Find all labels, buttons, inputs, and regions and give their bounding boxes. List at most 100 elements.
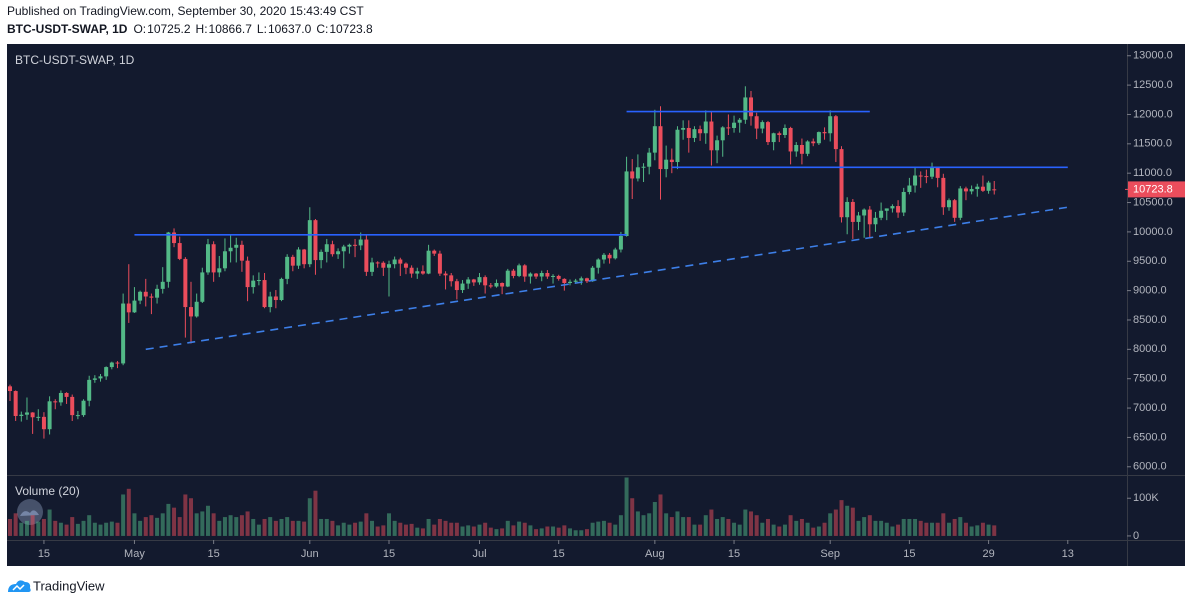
volume-bar (285, 517, 290, 536)
candle-body (635, 167, 640, 179)
x-tick-label: Aug (645, 548, 665, 560)
candle-body (177, 243, 182, 259)
candle-body (534, 273, 539, 277)
candle-body (115, 362, 120, 364)
candle-body (664, 159, 669, 170)
candle-body (454, 281, 459, 291)
volume-bar (890, 526, 895, 536)
y-tick-label: 11000.0 (1133, 167, 1172, 179)
candle-body (92, 378, 97, 380)
volume-bar (115, 522, 120, 536)
volume-bar (698, 524, 703, 536)
volume-bar (867, 515, 872, 536)
candle-body (624, 171, 629, 237)
candle-body (172, 232, 177, 244)
volume-bar (420, 528, 425, 536)
volume-bar (992, 525, 997, 536)
volume-bar (87, 515, 92, 536)
volume-bar (409, 523, 414, 536)
volume-bar (239, 515, 244, 536)
volume-bar (913, 518, 918, 536)
y-tick-label: 11500.0 (1133, 138, 1172, 150)
volume-bar (58, 522, 63, 536)
volume-bar (217, 520, 222, 536)
volume-bar (313, 490, 318, 536)
candle-body (13, 391, 18, 416)
candle-body (330, 244, 335, 255)
x-tick-label: 15 (728, 548, 740, 560)
volume-bar (24, 520, 29, 536)
volume-bar (443, 520, 448, 536)
candle-body (415, 271, 420, 274)
candle-body (353, 244, 358, 246)
candle-body (811, 141, 816, 144)
candle-body (370, 262, 375, 272)
volume-bar (53, 520, 58, 536)
candle-body (692, 129, 697, 138)
volume-bar (166, 503, 171, 536)
candle-body (392, 259, 397, 265)
x-tick-label: 15 (383, 548, 395, 560)
candle-body (409, 267, 414, 274)
candle-body (460, 283, 465, 291)
volume-bar (675, 511, 680, 536)
candle-body (828, 116, 833, 134)
candle-body (822, 132, 827, 134)
volume-bar (901, 518, 906, 536)
candle-body (896, 206, 901, 213)
volume-bar (732, 522, 737, 536)
candle-body (686, 127, 691, 138)
candle-body (601, 254, 606, 260)
y-tick-label: 13000.0 (1133, 50, 1173, 62)
volume-bar (794, 520, 799, 536)
volume-bar (873, 520, 878, 536)
volume-bar (205, 505, 210, 536)
x-tick-label: 29 (982, 548, 994, 560)
drawing-line (145, 206, 1068, 351)
volume-bar (596, 521, 601, 536)
candle-body (386, 264, 391, 268)
candle-body (505, 270, 510, 287)
candle-body (992, 189, 997, 191)
volume-bar (811, 527, 816, 536)
volume-bar (370, 520, 375, 536)
volume-bar (98, 524, 103, 536)
candle-body (845, 201, 850, 218)
candle-body (946, 200, 951, 208)
volume-bar (222, 517, 227, 536)
volume-bar (375, 526, 380, 536)
volume-bar (149, 515, 154, 536)
candle-body (715, 140, 720, 151)
volume-bar (562, 525, 567, 536)
volume-bar (398, 522, 403, 536)
candle-body (517, 265, 522, 276)
volume-bar (686, 517, 691, 536)
volume-bar (381, 525, 386, 536)
ohlc-value: 10725.2 (147, 22, 191, 36)
candle-body (930, 167, 935, 177)
volume-bar (330, 520, 335, 536)
volume-bar (669, 517, 674, 536)
volume-bar (364, 513, 369, 536)
candle-body (539, 273, 544, 277)
volume-bar (647, 513, 652, 536)
volume-bar (143, 517, 148, 536)
volume-bar (782, 524, 787, 536)
candle-body (8, 386, 12, 392)
candle-body (420, 271, 425, 274)
volume-bar (132, 513, 137, 536)
volume-bar (341, 522, 346, 536)
candle-body (324, 244, 329, 252)
volume-bar (245, 511, 250, 536)
volume-bar (862, 517, 867, 536)
candle-body (737, 119, 742, 123)
y-tick-label: 9500.0 (1133, 255, 1167, 267)
volume-bar (703, 515, 708, 536)
candle-body (879, 210, 884, 218)
volume-bar (986, 524, 991, 536)
candle-body (194, 301, 199, 317)
volume-bar (19, 522, 24, 536)
candle-body (104, 367, 109, 377)
volume-tick-label: 100K (1133, 492, 1159, 504)
